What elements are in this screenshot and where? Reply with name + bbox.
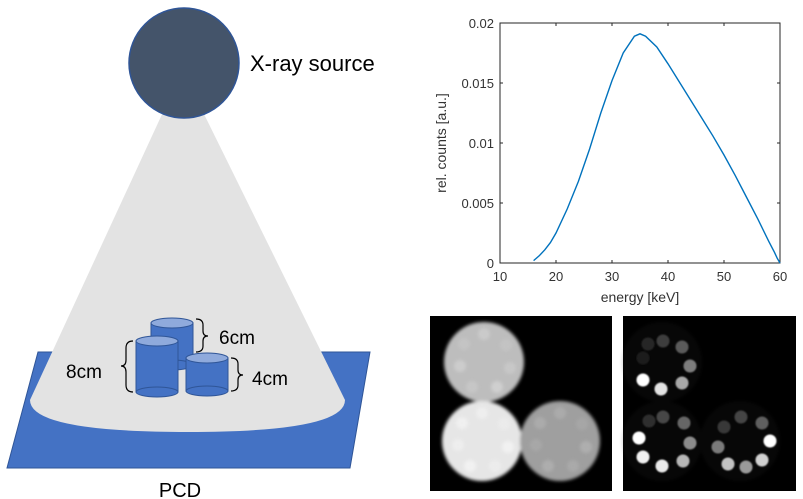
y-tick-label: 0.01 xyxy=(469,136,494,151)
y-tick-label: 0.02 xyxy=(469,16,494,31)
x-tick-label: 50 xyxy=(717,269,731,284)
reconstruction-image-attenuation xyxy=(430,316,612,491)
y-tick-label: 0.005 xyxy=(461,196,494,211)
dimension-label-short: 4cm xyxy=(252,369,288,390)
x-tick-label: 40 xyxy=(661,269,675,284)
bracket-mid xyxy=(195,318,209,353)
geometry-diagram: X-ray source 8cm 6cm 4cm PCD xyxy=(6,7,375,499)
xray-source-circle xyxy=(128,7,240,119)
reconstruction-image-material xyxy=(622,316,796,491)
tick-marks xyxy=(499,22,781,264)
y-axis-label: rel. counts [a.u.] xyxy=(433,93,449,193)
phantom-cylinder-short xyxy=(185,352,229,397)
dimension-label-mid: 6cm xyxy=(219,328,255,349)
x-tick-label: 60 xyxy=(773,269,787,284)
dimension-label-tall: 8cm xyxy=(66,362,102,383)
x-tick-label: 20 xyxy=(549,269,563,284)
x-tick-label: 30 xyxy=(605,269,619,284)
x-axis-label: energy [keV] xyxy=(601,289,680,305)
x-tick-labels: 10 20 30 40 50 60 xyxy=(493,269,787,284)
spectrum-series-line xyxy=(533,33,781,264)
bracket-tall xyxy=(120,340,134,393)
phantom-cylinder-tall xyxy=(135,335,179,398)
spectrum-chart: 10 20 30 40 50 60 0 0.005 0.01 0.015 0.02 energy … xyxy=(433,16,787,305)
detector-label: PCD xyxy=(159,480,201,499)
xray-source-label: X-ray source xyxy=(250,51,375,76)
y-tick-label: 0 xyxy=(487,256,494,271)
xray-beam-cone xyxy=(30,110,345,432)
y-tick-labels: 0 0.005 0.01 0.015 0.02 xyxy=(461,16,494,271)
bracket-short xyxy=(230,357,244,392)
x-tick-label: 10 xyxy=(493,269,507,284)
plot-area-frame xyxy=(499,22,781,264)
y-tick-label: 0.015 xyxy=(461,76,494,91)
